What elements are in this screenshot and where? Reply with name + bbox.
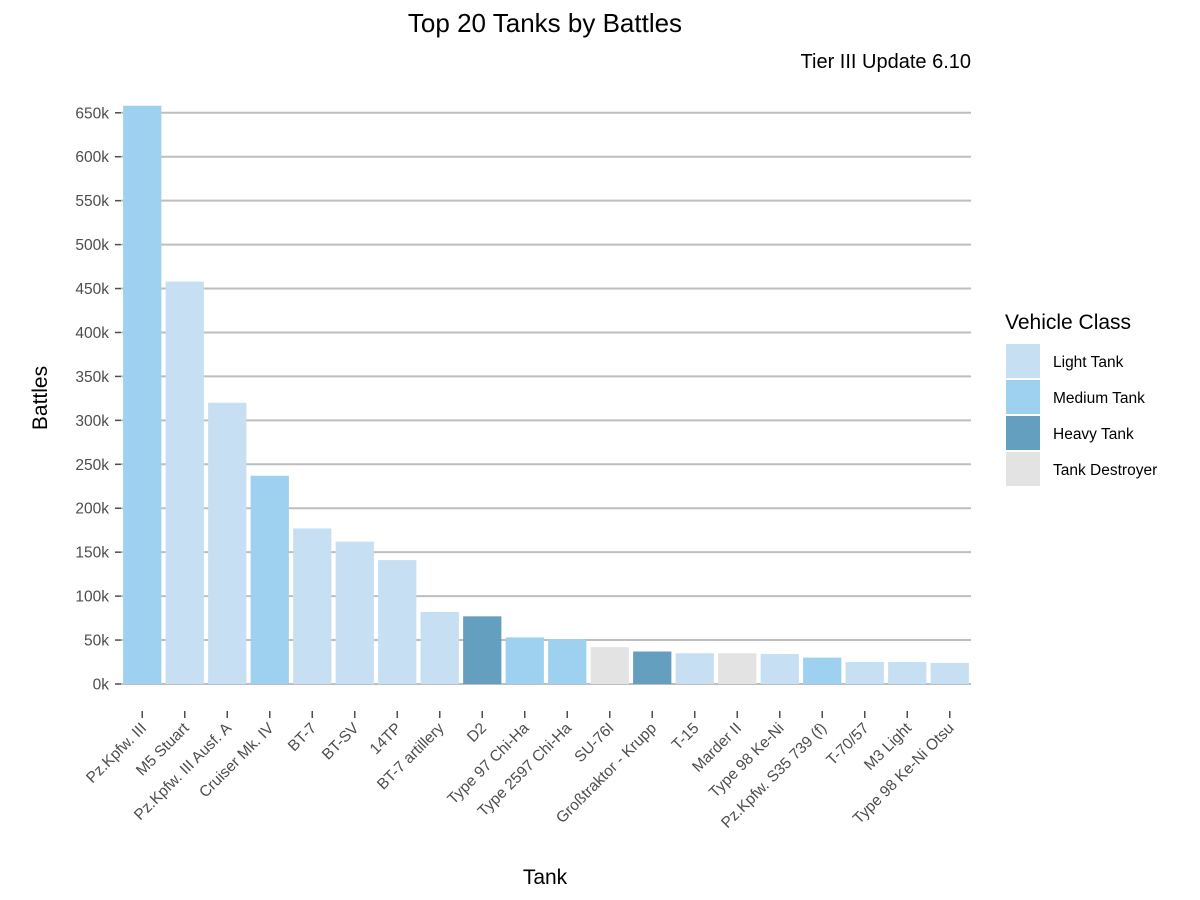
legend-swatch <box>1006 380 1040 414</box>
y-axis: 0k 50k 100k 150k 200k 250k 300k 350k 400k 450k 500… <box>75 105 121 694</box>
x-tick-label: Cruiser Mk. IV <box>196 719 278 801</box>
y-axis-title: Battles <box>29 366 52 430</box>
chart-title: Top 20 Tanks by Battles <box>408 8 682 38</box>
bar <box>760 654 799 684</box>
legend-label: Medium Tank <box>1053 390 1145 407</box>
chart-subtitle: Tier III Update 6.10 <box>801 51 971 73</box>
bar <box>888 662 927 684</box>
y-tick-label: 350k <box>75 369 109 386</box>
y-tick-label: 50k <box>84 633 109 650</box>
bar <box>803 657 842 684</box>
y-tick-label: 250k <box>75 457 109 474</box>
bar <box>165 281 204 684</box>
y-tick-label: 0k <box>93 677 110 694</box>
gridlines <box>121 111 971 685</box>
legend-label: Heavy Tank <box>1053 426 1134 443</box>
y-tick-label: 450k <box>75 281 109 298</box>
y-tick-label: 100k <box>75 589 109 606</box>
bar <box>123 105 162 685</box>
legend-label: Light Tank <box>1053 354 1124 371</box>
legend-swatch <box>1006 452 1040 486</box>
legend-swatch <box>1006 344 1040 378</box>
x-tick-label: BT-7 <box>285 720 320 755</box>
bar <box>505 637 544 684</box>
bar <box>250 475 289 684</box>
y-tick-label: 550k <box>75 193 109 210</box>
bar <box>335 541 374 684</box>
bar <box>378 560 417 684</box>
legend-label: Tank Destroyer <box>1053 462 1157 479</box>
y-tick-label: 600k <box>75 149 109 166</box>
x-tick-label: T-15 <box>669 720 703 754</box>
y-tick-label: 150k <box>75 545 109 562</box>
y-tick-label: 400k <box>75 325 109 342</box>
x-axis-title: Tank <box>523 866 568 889</box>
x-tick-label: 14TP <box>367 720 405 758</box>
bar <box>590 647 629 684</box>
x-tick-label: D2 <box>464 720 490 746</box>
y-tick-label: 500k <box>75 237 109 254</box>
x-tick-label: Pz.Kpfw. III <box>83 720 150 787</box>
x-tick-label: Type 98 Ke-Ni <box>706 720 787 801</box>
y-tick-label: 650k <box>75 105 109 122</box>
bar <box>208 402 247 684</box>
legend-swatch <box>1006 416 1040 450</box>
bar <box>293 528 332 684</box>
bar <box>420 611 459 684</box>
legend: Vehicle Class Light Tank Medium Tank Heavy… <box>1005 311 1157 486</box>
bar <box>718 653 757 684</box>
x-tick-label: BT-SV <box>319 719 363 763</box>
y-tick-label: 200k <box>75 501 109 518</box>
bar <box>463 616 502 684</box>
bar <box>845 662 884 684</box>
bar <box>675 653 714 684</box>
bars <box>123 105 969 685</box>
bar <box>548 639 587 684</box>
legend-title: Vehicle Class <box>1005 311 1131 334</box>
bar <box>930 662 969 684</box>
y-tick-label: 300k <box>75 413 109 430</box>
bar <box>633 651 672 684</box>
